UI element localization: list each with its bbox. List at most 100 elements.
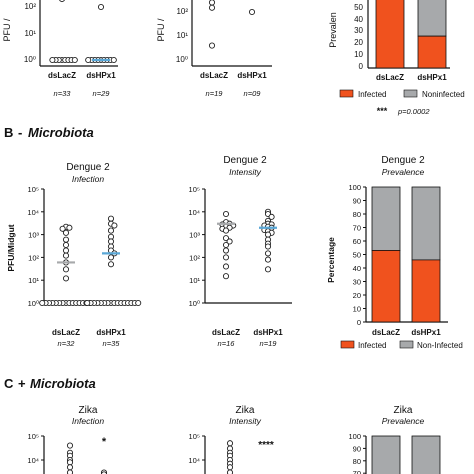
- b-intensity-xlabel-0: dsLacZ: [212, 328, 240, 337]
- a-prevalence-tick-5: 0: [359, 62, 364, 71]
- a-infection-dshpx1-point: [97, 3, 105, 11]
- b-prevalence-tick-label: 100: [348, 183, 361, 192]
- b-infection-points: [39, 215, 142, 307]
- section-b-dash: -: [18, 125, 22, 140]
- b-intensity-tick-label: 10⁵: [189, 185, 200, 194]
- a-legend-swatch-noninfected: [403, 89, 418, 98]
- a-infection-dslacz-point: [49, 56, 56, 64]
- a-intensity-axes: [191, 0, 272, 67]
- a-infection-tick-2: 10⁰: [24, 55, 36, 64]
- a-prevalence-tick-1: 40: [354, 15, 363, 24]
- b-intensity-dshpx1-point: [264, 243, 272, 250]
- b-prevalence-tick-label: 70: [353, 224, 361, 233]
- b-prevalence-tick-label: 40: [353, 264, 361, 273]
- b-infection-n-0: n=32: [58, 339, 76, 348]
- c-infection-dslacz-point: [66, 442, 74, 449]
- b-infection-dslacz-point: [39, 299, 46, 307]
- b-prevalence-bar-infected-dsHPx1: [411, 259, 441, 323]
- section-c-plus: +: [18, 376, 26, 391]
- b-infection-dslacz-point: [62, 229, 70, 236]
- b-intensity-dslacz-point: [222, 235, 230, 242]
- b-infection-dshpx1-point: [107, 254, 115, 261]
- panel-a-intensity: PFU / 10² 10¹ 10⁰ dsLacZ dsHPx1 n=19 n=0…: [156, 0, 272, 98]
- c-intensity-dslacz-point: [226, 440, 234, 447]
- b-prevalence-bars: [371, 186, 441, 323]
- b-prevalence-tick-label: 90: [353, 197, 361, 206]
- b-infection-subtitle: Infection: [72, 174, 104, 184]
- b-intensity-dshpx1-point: [268, 213, 275, 220]
- a-infection-points: [49, 0, 117, 64]
- b-prevalence-tick-label: 10: [353, 305, 361, 314]
- c-infection-axes: 10⁵ 10⁴: [27, 432, 45, 474]
- a-prevalence-tick-2: 30: [354, 26, 363, 35]
- c-infection-title: Zika: [79, 405, 98, 416]
- b-infection-tick-label: 10⁴: [27, 208, 39, 217]
- a-intensity-ylabel: PFU /: [156, 18, 166, 42]
- b-infection-ylabel: PFU/Midgut: [6, 224, 16, 271]
- c-intensity-subtitle: Intensity: [229, 416, 261, 426]
- b-infection-dshpx1-point: [135, 299, 142, 307]
- b-prevalence-tick-label: 60: [353, 237, 361, 246]
- b-intensity-dslacz-point: [222, 227, 230, 234]
- c-intensity-stars: ****: [258, 440, 274, 451]
- b-prevalence-bar-noninfected-dsHPx1: [411, 186, 441, 261]
- b-intensity-dshpx1-point: [264, 231, 272, 238]
- b-infection-tick-label: 10²: [28, 253, 39, 262]
- b-intensity-dslacz-point: [226, 238, 233, 245]
- b-infection-dslacz-point: [59, 225, 66, 232]
- section-c-header: C + Microbiota: [4, 376, 96, 391]
- a-intensity-tick-2: 10⁰: [176, 55, 188, 64]
- a-prevalence-bar-infected-dsLacZ: [375, 0, 405, 69]
- a-legend-noninfected: Noninfected: [422, 90, 465, 99]
- c-intensity-title: Zika: [236, 405, 255, 416]
- section-b-name: Microbiota: [28, 125, 94, 140]
- b-infection-dslacz-point: [66, 224, 73, 231]
- b-infection-xlabel-0: dsLacZ: [52, 328, 80, 337]
- c-prevalence-tick-label: 90: [353, 444, 361, 453]
- c-infection-dslacz-point: [66, 469, 74, 474]
- a-prevalence-tick-4: 10: [354, 50, 363, 59]
- a-prevalence-tick-3: 20: [354, 38, 363, 47]
- b-legend-swatch-noninfected: [399, 340, 414, 349]
- b-intensity-dshpx1-point: [264, 266, 272, 273]
- c-infection-dshpx1-point: [100, 471, 108, 474]
- a-intensity-dslacz-point: [208, 0, 216, 6]
- b-prevalence-ylabel: Percentage: [326, 237, 336, 283]
- a-infection-axes: [39, 0, 118, 67]
- a-intensity-dslacz-point: [208, 42, 216, 49]
- c-infection-star: *: [102, 436, 107, 448]
- b-infection-dshpx1-point: [84, 299, 91, 307]
- panel-a-prevalence: Prevalen 50 40 30 20 10 0 dsLacZ dsHPx1 …: [328, 0, 465, 116]
- b-infection-n-1: n=35: [103, 339, 121, 348]
- panel-c-infection: Zika Infection * 10⁵ 10⁴: [27, 405, 108, 474]
- b-legend-infected: Infected: [358, 341, 386, 350]
- c-intensity-axes: 10⁵ 10⁴: [188, 432, 206, 474]
- b-intensity-dshpx1-point: [264, 256, 272, 263]
- a-prevalence-ylabel: Prevalen: [328, 12, 338, 48]
- b-infection-dslacz-point: [62, 266, 70, 273]
- b-infection-dslacz-point: [62, 252, 70, 259]
- a-infection-dshpx1-point: [85, 56, 92, 64]
- b-prevalence-subtitle: Prevalence: [382, 167, 425, 177]
- b-infection-tick-label: 10⁰: [28, 299, 39, 308]
- a-legend-infected: Infected: [358, 90, 386, 99]
- b-intensity-n-1: n=19: [260, 339, 278, 348]
- c-intensity-tick-label: 10⁴: [188, 456, 200, 465]
- a-intensity-points: [208, 0, 256, 49]
- a-infection-tick-1: 10¹: [24, 29, 36, 38]
- panel-a-infection: PFU / 10² 10¹ 10⁰ dsLacZ dsHPx1 n=33 n=2…: [2, 0, 118, 98]
- b-prevalence-tick-label: 0: [357, 318, 361, 327]
- b-infection-dslacz-point: [62, 236, 70, 243]
- b-intensity-dslacz-point: [222, 254, 230, 261]
- b-intensity-title: Dengue 2: [223, 155, 267, 166]
- panel-b-prevalence: Dengue 2 Prevalence Percentage 100908070…: [326, 155, 463, 350]
- b-intensity-n-0: n=16: [218, 339, 236, 348]
- c-intensity-dslacz-point: [226, 469, 234, 474]
- b-intensity-subtitle: Intensity: [229, 167, 261, 177]
- c-infection-points: [66, 442, 108, 474]
- c-infection-dslacz-point: [66, 459, 74, 466]
- b-prevalence-bar-noninfected-dsLacZ: [371, 186, 401, 251]
- b-intensity-dslacz-point: [222, 241, 230, 249]
- b-infection-xlabel-1: dsHPx1: [96, 328, 126, 337]
